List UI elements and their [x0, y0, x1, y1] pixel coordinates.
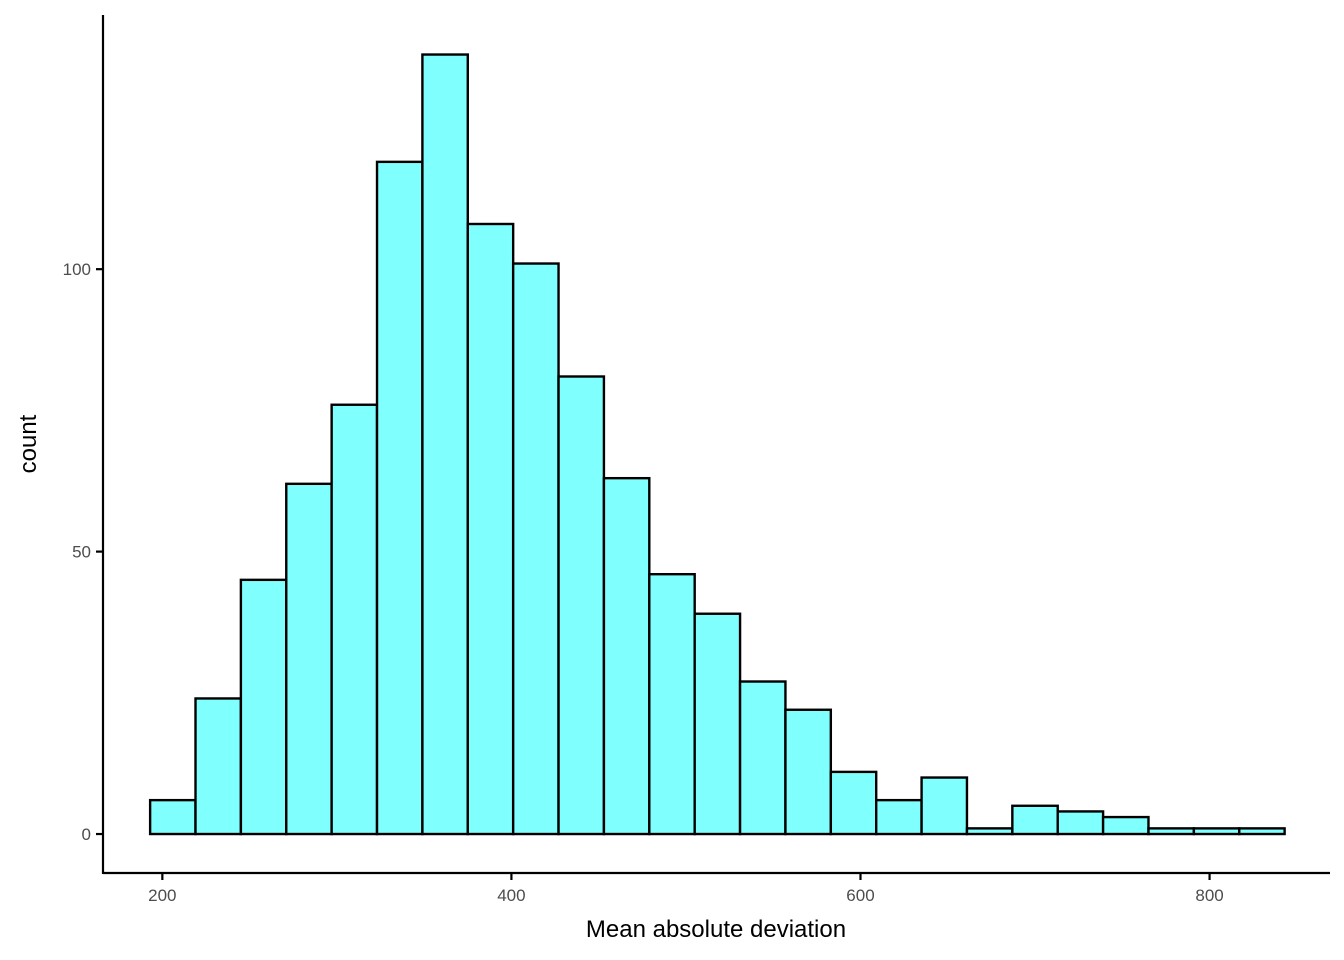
- y-axis-title: count: [15, 414, 42, 473]
- x-tick-label: 400: [497, 886, 525, 905]
- x-tick-label: 800: [1195, 886, 1223, 905]
- histogram-bar-24: [1192, 827, 1241, 836]
- histogram-bar-3: [239, 578, 288, 836]
- histogram-bar-7: [421, 53, 469, 836]
- histogram-bar-2: [194, 697, 243, 836]
- histogram-bar-12: [648, 572, 696, 836]
- y-tick-label: 50: [72, 543, 91, 562]
- histogram-bar-6: [375, 160, 424, 836]
- y-axis-ticks: 0 50 100: [63, 260, 103, 844]
- histogram-bar-9: [511, 262, 560, 836]
- histogram-bar-18: [920, 776, 969, 836]
- x-axis-title: Mean absolute deviation: [586, 916, 846, 943]
- y-tick-label: 0: [82, 825, 91, 844]
- histogram-bar-16: [829, 770, 878, 836]
- histogram-bar-25: [1238, 827, 1286, 836]
- x-axis-ticks: 200 400 600 800: [148, 873, 1224, 905]
- histogram-bar-17: [875, 798, 923, 836]
- histogram-bar-10: [557, 375, 606, 836]
- histogram-bar-13: [693, 612, 742, 836]
- histogram-bar-8: [466, 222, 515, 836]
- histogram-bar-1: [148, 798, 197, 836]
- y-tick-label: 100: [63, 260, 91, 279]
- histogram-bar-4: [285, 482, 333, 836]
- histogram-bar-21: [1056, 810, 1105, 836]
- x-tick-label: 200: [148, 886, 176, 905]
- histogram-bar-19: [965, 827, 1014, 836]
- x-tick-label: 600: [846, 886, 874, 905]
- histogram-bar-5: [330, 403, 379, 836]
- histogram-bar-11: [602, 476, 651, 836]
- histogram-bars: [148, 53, 1286, 836]
- histogram-bar-23: [1147, 827, 1196, 836]
- histogram-bar-14: [738, 680, 787, 836]
- histogram-bar-15: [784, 708, 833, 836]
- histogram-bar-20: [1011, 804, 1059, 836]
- histogram-bar-22: [1101, 815, 1150, 836]
